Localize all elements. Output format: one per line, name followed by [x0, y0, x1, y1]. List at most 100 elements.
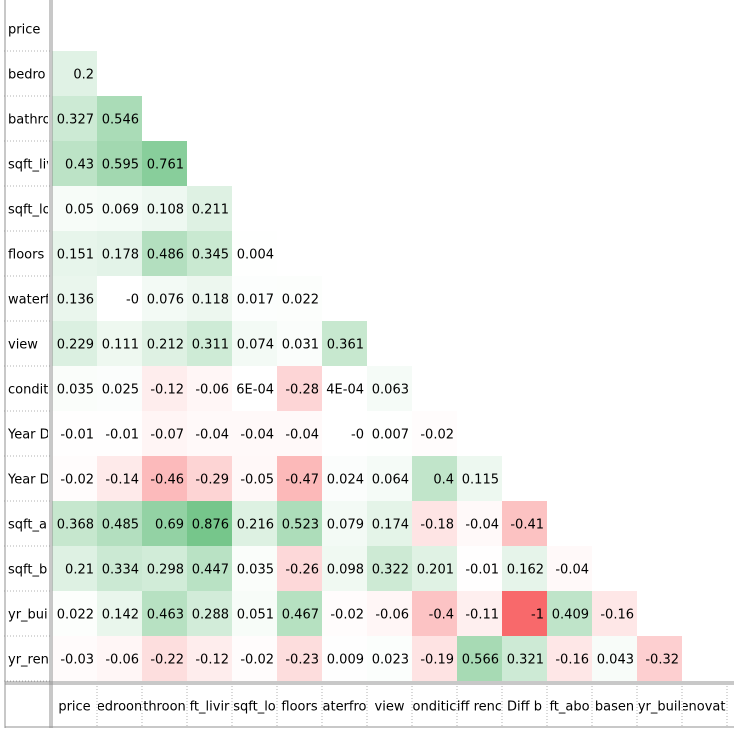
heatmap-cell	[367, 411, 412, 456]
cell-value-label: -0.06	[195, 383, 229, 398]
row-label: price	[8, 23, 40, 38]
cell-value-label: -0.41	[510, 518, 544, 533]
heatmap-cell	[142, 636, 187, 681]
row-label: yr_bui	[8, 608, 48, 623]
heatmap-cell	[97, 546, 142, 591]
cell-value-label: -0.32	[645, 653, 679, 668]
cell-value-label: 0.368	[57, 518, 94, 533]
cell-value-label: -0.06	[105, 653, 139, 668]
cell-value-label: 6E-04	[236, 383, 274, 398]
cell-value-label: 0.079	[327, 518, 364, 533]
cell-value-label: 0.031	[282, 338, 319, 353]
heatmap-cell	[52, 141, 97, 186]
cell-value-label: 0.21	[65, 563, 94, 578]
cell-value-label: 0.311	[192, 338, 229, 353]
row-label: Year D	[7, 473, 50, 488]
cell-value-label: -0.02	[330, 608, 364, 623]
column-label: price	[58, 700, 90, 715]
cell-value-label: -0.28	[285, 383, 319, 398]
column-label: yr_buil	[638, 700, 681, 715]
cell-value-label: 0.486	[147, 248, 184, 263]
cell-value-label: -0.02	[60, 473, 94, 488]
heatmap-cell	[52, 231, 97, 276]
heatmap-cell	[457, 456, 502, 501]
heatmap-cell	[277, 636, 322, 681]
heatmap-cell	[52, 456, 97, 501]
column-label: ft_livir	[190, 700, 230, 715]
heatmap-cell	[52, 591, 97, 636]
cell-value-label: -0.01	[60, 428, 94, 443]
heatmap-cell	[232, 411, 277, 456]
heatmap-cell	[97, 366, 142, 411]
column-label: iff renc	[457, 700, 502, 715]
heatmap-cell	[322, 321, 367, 366]
column-label: Diff b	[507, 700, 542, 715]
cell-value-label: -0.04	[195, 428, 229, 443]
cell-value-label: 4E-04	[326, 383, 364, 398]
cell-value-label: 0.043	[597, 653, 634, 668]
cell-value-label: -0.06	[375, 608, 409, 623]
cell-value-label: -0.26	[285, 563, 319, 578]
heatmap-cell	[97, 501, 142, 546]
heatmap-cell	[547, 591, 592, 636]
heatmap-cell	[187, 231, 232, 276]
cell-value-label: -0.16	[600, 608, 634, 623]
cell-value-label: 0.024	[327, 473, 364, 488]
heatmap-cell	[142, 591, 187, 636]
heatmap-cell	[52, 546, 97, 591]
cell-value-label: 0.566	[462, 653, 499, 668]
heatmap-cell	[142, 501, 187, 546]
column-label: edroon	[97, 700, 142, 715]
column-label: sqft_lo	[233, 700, 276, 715]
heatmap-cell	[187, 456, 232, 501]
heatmap-cell	[97, 276, 142, 321]
cell-value-label: 0.322	[372, 563, 409, 578]
cell-value-label: 0.463	[147, 608, 184, 623]
cell-value-label: -0	[351, 428, 364, 443]
heatmap-cell	[322, 366, 367, 411]
cell-value-label: 0.345	[192, 248, 229, 263]
heatmap-cell	[277, 501, 322, 546]
heatmap-cell	[97, 231, 142, 276]
cell-value-label: -0.03	[60, 653, 94, 668]
cell-value-label: -0.04	[555, 563, 589, 578]
row-label: condit	[8, 383, 48, 398]
heatmap-cell	[322, 591, 367, 636]
heatmap-cell	[142, 321, 187, 366]
cell-value-label: 0.288	[192, 608, 229, 623]
heatmap-cell	[187, 501, 232, 546]
row-label: sqft_lo	[8, 203, 51, 218]
cell-value-label: 0.115	[462, 473, 499, 488]
cell-value-label: -0.04	[465, 518, 499, 533]
heatmap-cell	[412, 591, 457, 636]
heatmap-cell	[232, 636, 277, 681]
cell-value-label: -0.4	[429, 608, 454, 623]
cell-value-label: 0.076	[147, 293, 184, 308]
heatmap-cell	[232, 231, 277, 276]
cell-value-label: 0.229	[57, 338, 94, 353]
cell-value-label: 0.409	[552, 608, 589, 623]
cell-value-label: 0.4	[433, 473, 454, 488]
heatmap-cell	[277, 546, 322, 591]
column-label: floors	[281, 700, 317, 715]
heatmap-cell	[142, 411, 187, 456]
heatmap-cell	[502, 501, 547, 546]
cell-value-label: 0.035	[237, 563, 274, 578]
heatmap-cell	[97, 321, 142, 366]
column-label: view	[375, 700, 405, 715]
cell-value-label: -0.11	[465, 608, 499, 623]
cell-value-label: -0.02	[420, 428, 454, 443]
cell-value-label: -0.19	[420, 653, 454, 668]
heatmap-cell	[412, 636, 457, 681]
cell-value-label: 0.43	[65, 158, 94, 173]
heatmap-cell	[187, 276, 232, 321]
cell-value-label: 0.063	[372, 383, 409, 398]
cell-value-label: 0.211	[192, 203, 229, 218]
heatmap-cell	[277, 366, 322, 411]
heatmap-cell	[142, 186, 187, 231]
heatmap-cell	[52, 186, 97, 231]
heatmap-cell	[52, 96, 97, 141]
row-label: bedro	[8, 68, 46, 83]
cell-value-label: 0.334	[102, 563, 139, 578]
